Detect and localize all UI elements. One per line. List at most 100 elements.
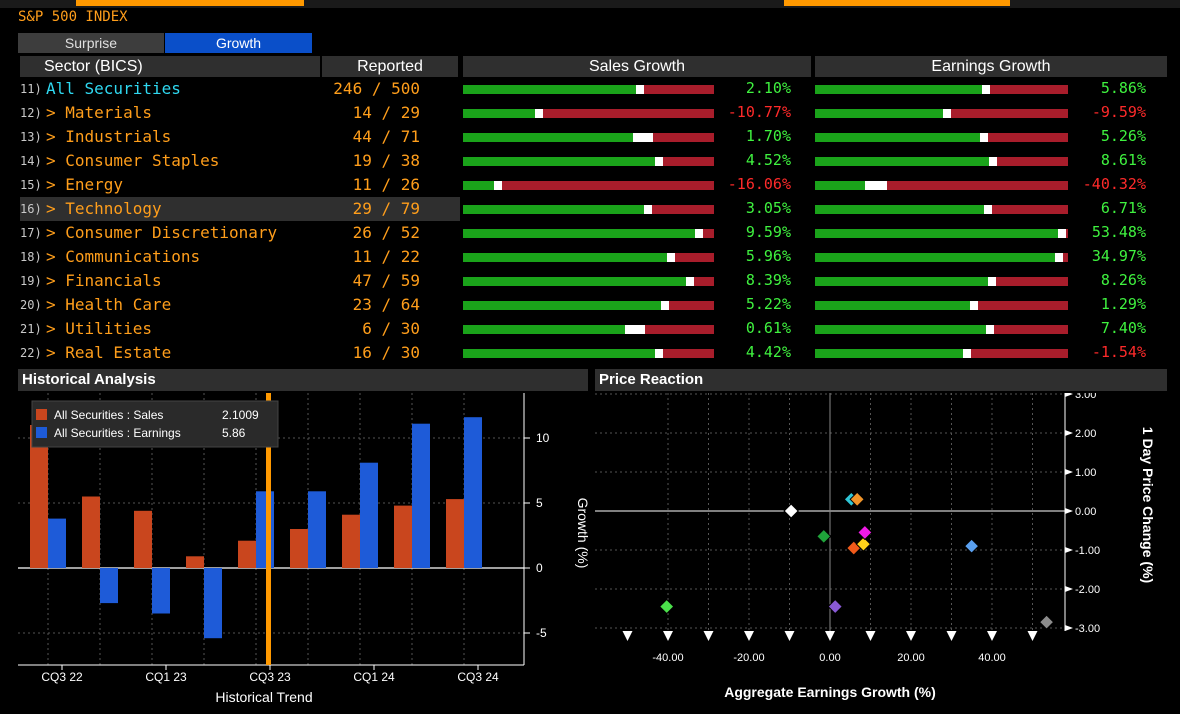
earnings-growth-bar xyxy=(815,85,1068,94)
sector-point[interactable] xyxy=(783,503,799,519)
sector-name[interactable]: > Industrials xyxy=(46,127,172,146)
earnings-bar xyxy=(360,462,378,568)
sector-name[interactable]: > Communications xyxy=(46,247,201,266)
price-ytick: 1.00 xyxy=(1075,467,1096,479)
reported-count: 16 / 30 xyxy=(342,343,420,362)
sales-growth-value: 2.10% xyxy=(745,79,791,97)
earnings-growth-bar xyxy=(815,277,1068,286)
sales-growth-value: -10.77% xyxy=(727,103,791,121)
earnings-bar xyxy=(464,417,482,568)
row-number: 12) xyxy=(20,106,42,120)
sector-name[interactable]: > Real Estate xyxy=(46,343,172,362)
legend-value-sales: 2.1009 xyxy=(222,408,259,422)
sector-row[interactable]: 16) > Technology 29 / 79 xyxy=(20,197,460,221)
historical-xtick: CQ3 22 xyxy=(41,670,83,684)
earnings-growth-value: 34.97% xyxy=(1091,247,1146,265)
sector-name[interactable]: > Materials xyxy=(46,103,152,122)
price-reaction-header: Price Reaction xyxy=(595,369,1167,391)
sector-row[interactable]: 14) > Consumer Staples 19 / 38 xyxy=(20,149,460,173)
sector-point[interactable] xyxy=(855,536,872,552)
legend-swatch-sales xyxy=(36,409,47,420)
sector-row[interactable]: 21) > Utilities 6 / 30 xyxy=(20,317,460,341)
row-number: 20) xyxy=(20,298,42,312)
legend-label-sales: All Securities : Sales xyxy=(54,408,163,422)
sector-name[interactable]: > Health Care xyxy=(46,295,172,314)
row-number: 18) xyxy=(20,250,42,264)
sector-row[interactable]: 22) > Real Estate 16 / 30 xyxy=(20,341,460,365)
column-header-reported[interactable]: Reported xyxy=(322,56,458,77)
price-ytick: 0.00 xyxy=(1075,506,1096,518)
sales-growth-value: 4.42% xyxy=(745,343,791,361)
sector-name[interactable]: > Financials xyxy=(46,271,162,290)
sector-point[interactable] xyxy=(849,491,865,508)
historical-xtick: CQ1 23 xyxy=(145,670,187,684)
sector-name[interactable]: > Consumer Staples xyxy=(46,151,220,170)
sector-row[interactable]: 20) > Health Care 23 / 64 xyxy=(20,293,460,317)
column-header-earnings-growth[interactable]: Earnings Growth xyxy=(815,56,1167,77)
price-ytick: 3.00 xyxy=(1075,393,1096,401)
historical-xtick: CQ1 24 xyxy=(353,670,395,684)
sales-bar xyxy=(82,496,100,568)
sales-growth-bar xyxy=(463,253,714,262)
sector-point[interactable] xyxy=(1038,614,1055,630)
reported-count: 23 / 64 xyxy=(342,295,420,314)
sector-row[interactable]: 17) > Consumer Discretionary 26 / 52 xyxy=(20,221,460,245)
earnings-growth-bar xyxy=(815,109,1068,118)
sector-row[interactable]: 13) > Industrials 44 / 71 xyxy=(20,125,460,149)
sales-growth-value: 5.22% xyxy=(745,295,791,313)
sector-point[interactable] xyxy=(816,528,832,545)
earnings-growth-value: 1.29% xyxy=(1100,295,1146,313)
sales-bar xyxy=(290,529,308,568)
sector-point[interactable] xyxy=(658,598,675,615)
sector-name[interactable]: > Utilities xyxy=(46,319,152,338)
range-field[interactable] xyxy=(76,0,304,6)
sector-row[interactable]: 11) All Securities 246 / 500 xyxy=(20,77,460,101)
sales-bar xyxy=(342,514,360,568)
sector-row[interactable]: 12) > Materials 14 / 29 xyxy=(20,101,460,125)
earnings-growth-bar xyxy=(815,301,1068,310)
sales-growth-bar xyxy=(463,109,714,118)
price-reaction-chart: 3.00 2.00 1.00 0.00 -1.00 -2.00 -3.00 -40.00 -20… xyxy=(595,393,1156,700)
legend-value-earnings: 5.86 xyxy=(222,426,246,440)
sector-point[interactable] xyxy=(857,524,873,541)
price-ylabel: 1 Day Price Change (%) xyxy=(1140,427,1156,583)
sales-growth-bar xyxy=(463,205,714,214)
sector-name[interactable]: > Consumer Discretionary xyxy=(46,223,278,242)
sector-point[interactable] xyxy=(963,538,980,554)
price-xtick: -40.00 xyxy=(652,652,683,664)
column-header-sales-growth[interactable]: Sales Growth xyxy=(463,56,811,77)
sales-growth-value: 5.96% xyxy=(745,247,791,265)
sector-name[interactable]: > Energy xyxy=(46,175,124,194)
earnings-growth-bar xyxy=(815,253,1068,262)
sector-row[interactable]: 19) > Financials 47 / 59 xyxy=(20,269,460,293)
current-quarter-marker[interactable] xyxy=(266,393,271,665)
earnings-growth-value: -1.54% xyxy=(1091,343,1146,361)
tab-growth[interactable]: Growth xyxy=(165,33,312,53)
legend-swatch-earnings xyxy=(36,427,47,438)
earnings-growth-value: 5.26% xyxy=(1100,127,1146,145)
reported-count: 11 / 22 xyxy=(342,247,420,266)
sector-row[interactable]: 15) > Energy 11 / 26 xyxy=(20,173,460,197)
column-header-sector[interactable]: Sector (BICS) xyxy=(20,56,320,77)
sales-growth-value: 0.61% xyxy=(745,319,791,337)
price-ytick: -1.00 xyxy=(1075,545,1100,557)
sales-growth-bar xyxy=(463,301,714,310)
historical-ytick: 0 xyxy=(536,561,543,575)
sector-row[interactable]: 18) > Communications 11 / 22 xyxy=(20,245,460,269)
periodicity-field[interactable] xyxy=(784,0,1010,6)
earnings-growth-bar xyxy=(815,205,1068,214)
reported-count: 44 / 71 xyxy=(342,127,420,146)
earnings-bar xyxy=(204,568,222,639)
tab-surprise[interactable]: Surprise xyxy=(18,33,164,53)
earnings-bar xyxy=(308,491,326,568)
sales-growth-value: -16.06% xyxy=(727,175,791,193)
sector-point[interactable] xyxy=(827,598,843,615)
row-number: 22) xyxy=(20,346,42,360)
sector-name[interactable]: > Technology xyxy=(46,199,162,218)
sector-name[interactable]: All Securities xyxy=(46,79,181,98)
earnings-bar xyxy=(48,518,66,568)
sales-growth-value: 1.70% xyxy=(745,127,791,145)
sales-growth-bar xyxy=(463,181,714,190)
earnings-growth-bar xyxy=(815,229,1068,238)
row-number: 19) xyxy=(20,274,42,288)
